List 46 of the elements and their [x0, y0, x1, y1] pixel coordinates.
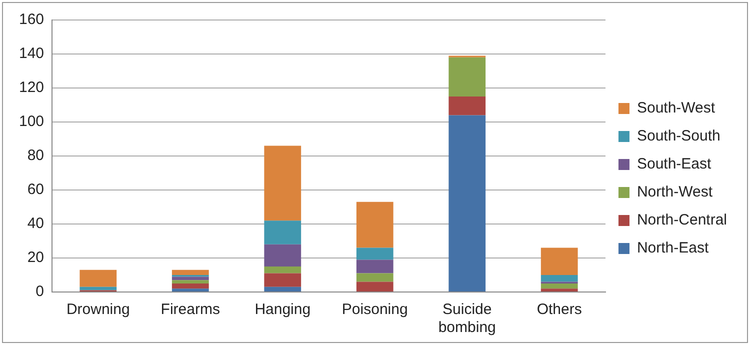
x-tick-label: Hanging	[254, 301, 311, 318]
y-tick-label: 40	[27, 215, 44, 232]
bar	[172, 284, 209, 289]
bar	[356, 273, 394, 282]
bar	[540, 248, 578, 275]
y-tick-label: 140	[18, 45, 44, 62]
x-tick-label: Firearms	[160, 301, 220, 318]
bar	[356, 260, 394, 274]
bar	[80, 270, 117, 287]
y-tick-label: 60	[27, 181, 44, 198]
legend-label: South-West	[636, 100, 716, 117]
bar	[264, 286, 302, 292]
legend-label: North-West	[636, 184, 714, 201]
x-tick-label: Others	[536, 301, 582, 318]
y-tick-label: 100	[18, 113, 44, 130]
bar	[264, 273, 302, 287]
bar	[264, 220, 302, 244]
bar	[540, 288, 578, 292]
bar	[172, 288, 209, 292]
legend-label: North-Central	[636, 212, 727, 229]
bar	[172, 276, 209, 280]
bar	[448, 57, 486, 96]
bar	[448, 96, 486, 116]
bar	[540, 275, 578, 282]
legend-label: South-East	[636, 156, 712, 173]
bar	[264, 244, 302, 266]
bar	[540, 284, 578, 289]
y-tick-label: 0	[36, 283, 44, 300]
bar	[356, 248, 394, 260]
x-tick-label: Drowning	[66, 301, 130, 318]
legend-label: South-South	[636, 128, 720, 145]
bar	[448, 115, 486, 292]
y-tick-label: 20	[27, 249, 44, 266]
y-tick-label: 160	[18, 11, 44, 28]
y-tick-label: 80	[27, 147, 44, 164]
bar	[356, 282, 394, 292]
bar	[264, 266, 302, 274]
bar	[80, 286, 117, 290]
bar	[172, 270, 209, 275]
y-tick-label: 120	[18, 79, 44, 96]
x-tick-label: Poisoning	[342, 301, 408, 318]
legend-label: North-East	[636, 240, 710, 257]
bar	[172, 280, 209, 284]
x-tick-label: Suicide bombing	[438, 301, 496, 336]
bar	[356, 202, 394, 248]
bar	[264, 146, 302, 221]
